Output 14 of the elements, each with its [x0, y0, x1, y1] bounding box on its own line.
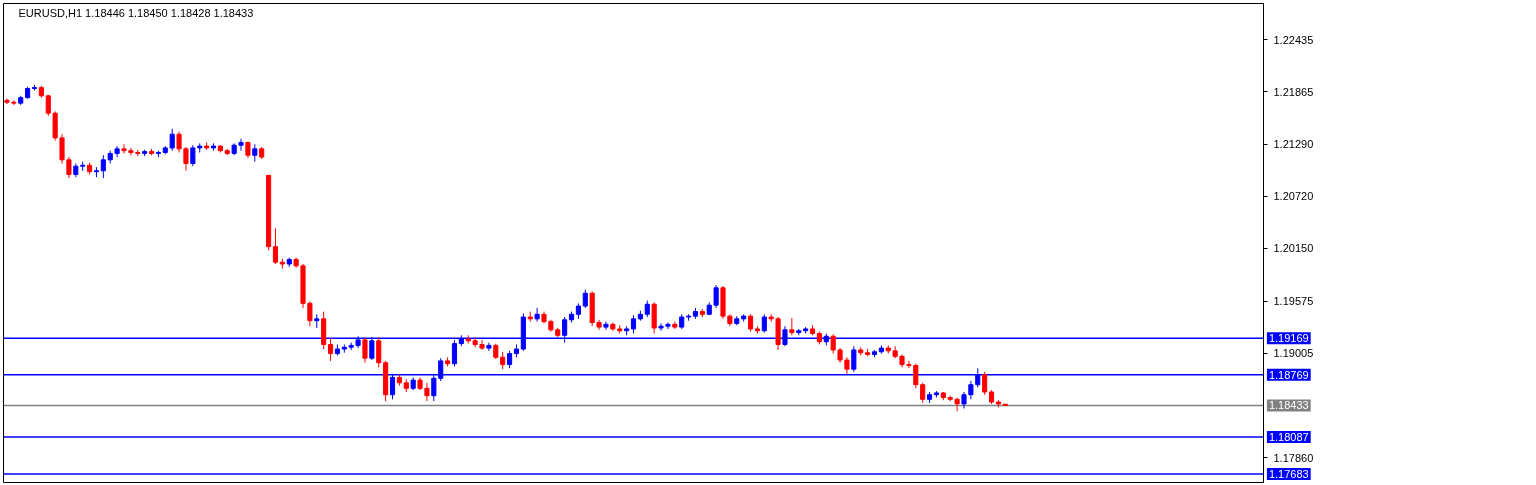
- y-tick-label: 1.19005: [1273, 347, 1314, 360]
- y-tick-label: 1.22435: [1273, 33, 1314, 46]
- y-tick-label: 1.20150: [1273, 242, 1314, 255]
- ref-line-label: 1.18433: [1268, 399, 1309, 412]
- y-tick-label: 1.17860: [1273, 451, 1314, 464]
- y-tick-label: 1.20720: [1273, 190, 1314, 203]
- ref-line-label: 1.18769: [1268, 368, 1309, 381]
- ref-line-label: 1.18087: [1268, 431, 1309, 444]
- y-tick-label: 1.21290: [1273, 138, 1314, 151]
- ref-line-label: 1.19169: [1268, 332, 1309, 345]
- y-tick-label: 1.19575: [1273, 295, 1314, 308]
- y-tick-label: 1.21865: [1273, 85, 1314, 98]
- ref-line-label: 1.17683: [1268, 468, 1309, 480]
- chart-title: EURUSD,H1 1.18446 1.18450 1.18428 1.18433: [18, 6, 254, 19]
